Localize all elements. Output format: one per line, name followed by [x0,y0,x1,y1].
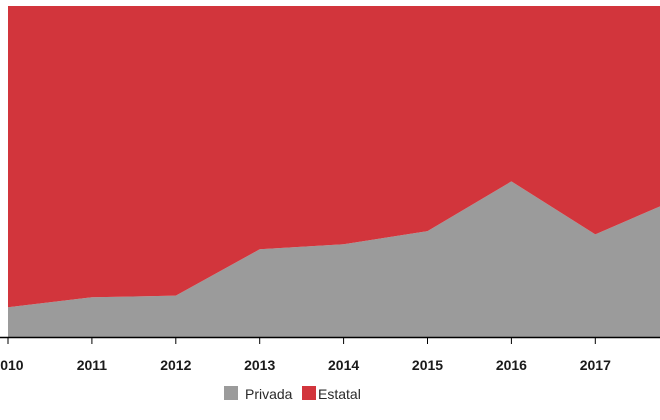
legend-label-estatal: Estatal [318,386,361,402]
x-tick-label: 2012 [160,357,191,373]
x-tick-label: 2013 [244,357,275,373]
x-tick-label: 2017 [580,357,611,373]
x-tick-label: 2014 [328,357,359,373]
plot-area [8,6,660,337]
legend-label-privada: Privada [245,386,293,402]
x-tick-label: 2015 [412,357,443,373]
legend-swatch-privada [224,386,238,400]
x-tick-label: 2011 [77,357,108,373]
area-series-estatal [8,6,660,308]
x-tick-label: 2010 [0,357,24,373]
legend-swatch-estatal [302,386,316,400]
legend: Privada Estatal [224,386,361,402]
x-tick-label: 2016 [496,357,527,373]
x-axis: 2010 2011 2012 2013 2014 2015 2016 2017 [0,336,660,373]
area-series-privada [8,181,660,337]
